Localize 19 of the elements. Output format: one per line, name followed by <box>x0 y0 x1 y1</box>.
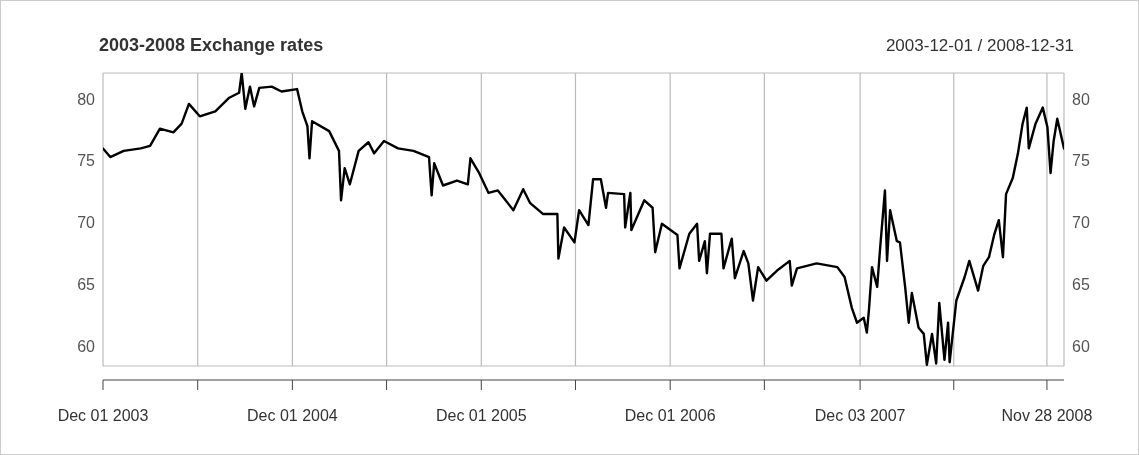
x-tick-label: Dec 01 2005 <box>435 407 527 425</box>
y-tick-label: 65 <box>77 276 96 294</box>
chart-subtitle: 2003-12-01 / 2008-12-31 <box>885 36 1074 56</box>
y2-tick-label: 70 <box>1072 214 1090 232</box>
y-tick-label: 60 <box>77 337 96 355</box>
x-tick-label: Nov 28 2008 <box>1001 407 1093 425</box>
y2-tick-label: 75 <box>1072 152 1090 170</box>
y2-tick-label: 60 <box>1072 337 1090 355</box>
y2-tick-label: 65 <box>1072 276 1090 294</box>
x-tick-label: Dec 03 2007 <box>814 407 906 425</box>
x-tick-label: Dec 01 2006 <box>624 407 716 425</box>
x-tick-label: Dec 01 2003 <box>57 407 149 425</box>
line-series <box>103 73 1064 366</box>
chart-title: 2003-2008 Exchange rates <box>99 35 324 56</box>
y-tick-label: 70 <box>77 214 96 232</box>
y-tick-label: 75 <box>77 152 96 170</box>
y-tick-label: 80 <box>77 90 96 108</box>
y2-tick-label: 80 <box>1072 90 1090 108</box>
x-tick-label: Dec 01 2004 <box>247 407 338 425</box>
